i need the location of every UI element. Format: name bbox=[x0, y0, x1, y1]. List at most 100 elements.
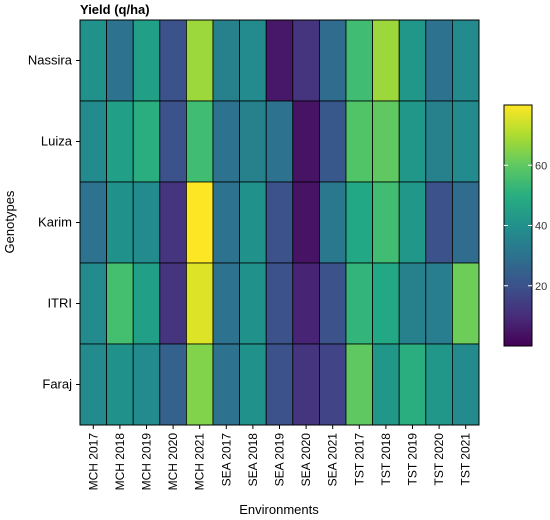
x-tick-label: TST 2021 bbox=[459, 433, 473, 486]
heatmap-cell bbox=[292, 262, 320, 345]
heatmap-cell bbox=[292, 181, 320, 264]
heatmap-cell bbox=[398, 343, 427, 426]
heatmap-cell bbox=[265, 100, 294, 183]
x-tick-label: SEA 2017 bbox=[219, 433, 233, 487]
x-tick-label: MCH 2019 bbox=[140, 433, 154, 491]
heatmap-cell bbox=[185, 343, 214, 426]
y-tick-label: Faraj bbox=[42, 377, 72, 392]
heatmap-cell bbox=[292, 100, 320, 183]
colorbar-gradient bbox=[503, 104, 533, 347]
heatmap-cell bbox=[132, 181, 161, 264]
heatmap-cell bbox=[318, 262, 347, 345]
heatmap-cell bbox=[79, 343, 108, 426]
heatmap-cell bbox=[106, 181, 134, 264]
colorbar-tick-label: 40 bbox=[535, 221, 547, 233]
heatmap-cell bbox=[425, 100, 453, 183]
heatmap-cell bbox=[159, 100, 187, 183]
heatmap-cell bbox=[185, 100, 214, 183]
heatmap-cell bbox=[212, 181, 241, 264]
heatmap-cell bbox=[425, 343, 453, 426]
heatmap-cell bbox=[398, 262, 427, 345]
y-tick-label: Karim bbox=[38, 215, 72, 230]
y-tick-label: Nassira bbox=[28, 53, 73, 68]
y-tick-label: Luiza bbox=[41, 134, 73, 149]
heatmap-cell bbox=[372, 19, 400, 102]
chart-title: Yield (q/ha) bbox=[80, 2, 150, 17]
heatmap-cell bbox=[159, 181, 187, 264]
heatmap-cell bbox=[451, 262, 480, 345]
heatmap-cell bbox=[132, 100, 161, 183]
heatmap-cell bbox=[185, 181, 214, 264]
y-axis-label: Genotypes bbox=[2, 190, 17, 253]
heatmap-cell bbox=[106, 19, 134, 102]
x-tick-label: TST 2019 bbox=[406, 433, 420, 486]
heatmap-cell bbox=[372, 181, 400, 264]
heatmap-cell bbox=[79, 100, 108, 183]
colorbar-ticks: 20 40 60 bbox=[504, 160, 547, 293]
heatmap-cell bbox=[239, 19, 267, 102]
heatmap-cell bbox=[451, 181, 480, 264]
heatmap-cell bbox=[318, 100, 347, 183]
heatmap-cell bbox=[292, 343, 320, 426]
y-tick-label: ITRI bbox=[47, 296, 72, 311]
heatmap-cell bbox=[372, 100, 400, 183]
heatmap-cell bbox=[345, 19, 374, 102]
heatmap-cell bbox=[212, 262, 241, 345]
heatmap-cell bbox=[79, 19, 108, 102]
heatmap-cell bbox=[159, 262, 187, 345]
heatmap-cell bbox=[318, 343, 347, 426]
x-tick-label: TST 2020 bbox=[432, 433, 446, 486]
x-axis-tick-labels: MCH 2017 MCH 2018 MCH 2019 MCH 2020 MCH 2021… bbox=[86, 425, 473, 491]
heatmap-cell bbox=[265, 262, 294, 345]
heatmap-cell bbox=[265, 181, 294, 264]
heatmap-cell bbox=[318, 181, 347, 264]
heatmap-cell bbox=[239, 181, 267, 264]
heatmap-cell bbox=[132, 262, 161, 345]
heatmap-cell bbox=[451, 19, 480, 102]
heatmap-cell bbox=[239, 100, 267, 183]
x-tick-label: MCH 2021 bbox=[193, 433, 207, 491]
heatmap-cell bbox=[185, 19, 214, 102]
x-tick-label: TST 2017 bbox=[352, 433, 366, 486]
heatmap-cell bbox=[132, 343, 161, 426]
heatmap-cell bbox=[372, 262, 400, 345]
heatmap-cell bbox=[212, 19, 241, 102]
heatmap-cell bbox=[159, 343, 187, 426]
x-tick-label: MCH 2017 bbox=[86, 433, 100, 491]
colorbar-tick-label: 20 bbox=[535, 281, 547, 293]
heatmap-cell bbox=[265, 19, 294, 102]
heatmap-cell bbox=[345, 343, 374, 426]
heatmap-cell bbox=[292, 19, 320, 102]
heatmap-cell bbox=[425, 181, 453, 264]
colorbar-tick-label: 60 bbox=[535, 160, 547, 172]
heatmap-cell bbox=[425, 19, 453, 102]
heatmap-cell bbox=[132, 19, 161, 102]
heatmap-cell bbox=[212, 343, 241, 426]
heatmap-cell bbox=[372, 343, 400, 426]
heatmap-cells bbox=[79, 19, 480, 426]
heatmap-cell bbox=[451, 343, 480, 426]
heatmap-cell bbox=[239, 262, 267, 345]
colorbar: 20 40 60 bbox=[503, 104, 547, 347]
x-tick-label: SEA 2020 bbox=[299, 433, 313, 487]
x-tick-label: MCH 2018 bbox=[113, 433, 127, 491]
heatmap-cell bbox=[79, 262, 108, 345]
heatmap-cell bbox=[239, 343, 267, 426]
x-tick-label: SEA 2018 bbox=[246, 433, 260, 487]
heatmap-cell bbox=[265, 343, 294, 426]
x-tick-label: MCH 2020 bbox=[166, 433, 180, 491]
heatmap-cell bbox=[106, 262, 134, 345]
heatmap-cell bbox=[212, 100, 241, 183]
heatmap-cell bbox=[345, 262, 374, 345]
heatmap-cell bbox=[106, 100, 134, 183]
heatmap-cell bbox=[345, 100, 374, 183]
x-tick-label: SEA 2019 bbox=[273, 433, 287, 487]
y-axis-tick-labels: Nassira Luiza Karim ITRI Faraj bbox=[28, 53, 80, 392]
x-tick-label: SEA 2021 bbox=[326, 433, 340, 487]
heatmap-cell bbox=[159, 19, 187, 102]
x-axis-label: Environments bbox=[239, 502, 319, 517]
heatmap-cell bbox=[398, 181, 427, 264]
heatmap-cell bbox=[398, 100, 427, 183]
heatmap-cell bbox=[106, 343, 134, 426]
